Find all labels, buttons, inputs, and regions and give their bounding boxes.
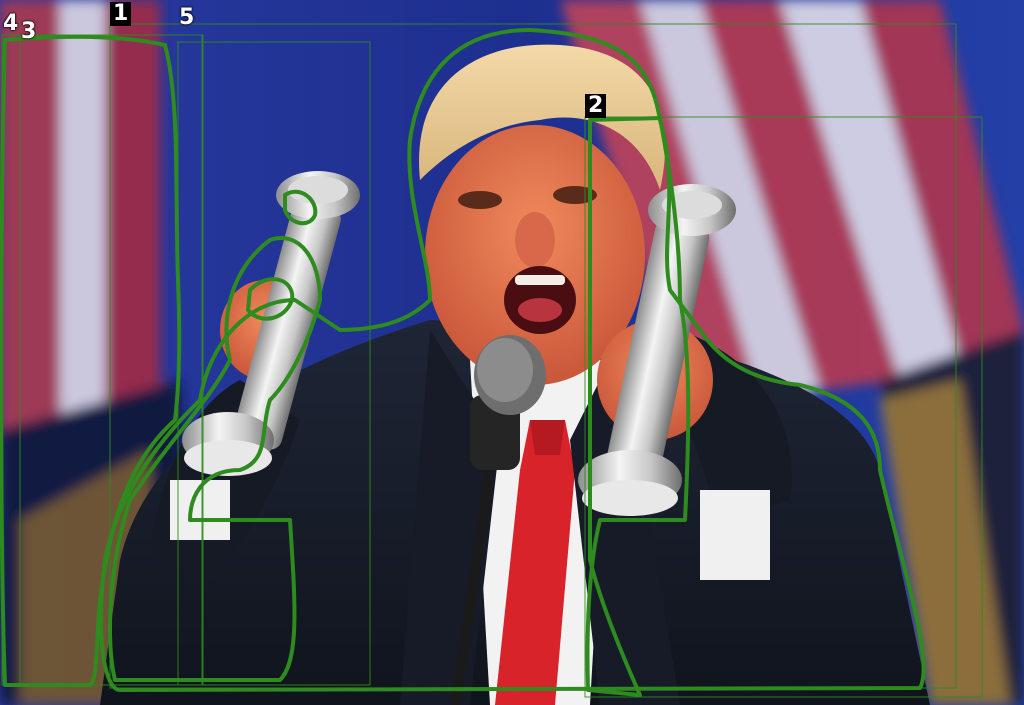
- contour-left-dumbbell: [108, 236, 322, 682]
- annotation-contours: [0, 28, 926, 697]
- contour-hand-loop: [246, 277, 295, 321]
- label-3: 3: [21, 19, 37, 44]
- contour-dumbbell-top: [283, 189, 318, 226]
- box-2: [584, 116, 983, 698]
- tie: [495, 420, 575, 705]
- contour-left-panel: [0, 34, 182, 687]
- label-2: 2: [585, 94, 607, 118]
- label-4: 4: [3, 11, 19, 36]
- hair: [419, 44, 666, 190]
- label-1: 1: [110, 2, 132, 26]
- contour-right-hand: [585, 116, 691, 697]
- label-5: 5: [179, 5, 195, 30]
- right-dumbbell: [578, 184, 736, 516]
